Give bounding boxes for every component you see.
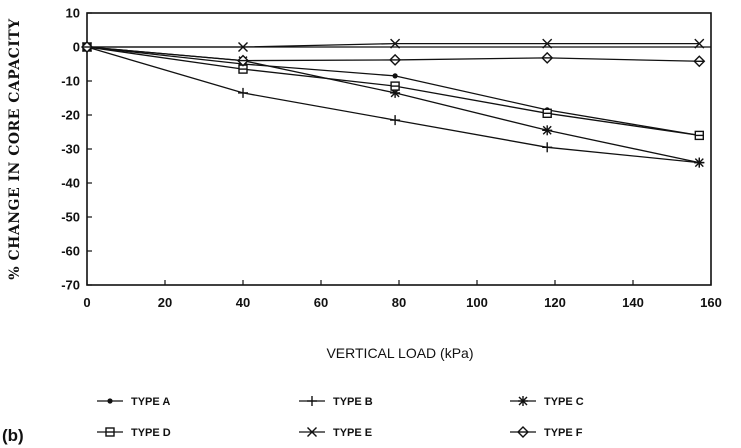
x-tick-label: 80 xyxy=(392,295,406,310)
series-line xyxy=(86,46,700,164)
legend: TYPE A TYPE B TYPE C TYPE D TYPE E TYPE F xyxy=(97,396,584,439)
data-point-star xyxy=(518,396,528,406)
series-line xyxy=(86,46,700,164)
legend-label: TYPE D xyxy=(131,427,171,439)
series-type-e xyxy=(82,38,705,52)
data-point-diamond xyxy=(541,51,554,64)
y-tick-label: 10 xyxy=(66,6,80,21)
legend-label: TYPE C xyxy=(544,396,584,408)
data-point-diamond xyxy=(237,54,249,67)
legend-item: TYPE D xyxy=(97,427,171,439)
data-point-square xyxy=(105,427,115,437)
y-tick-label: -50 xyxy=(61,210,80,225)
data-point-plus xyxy=(390,115,401,126)
y-tick-label: -70 xyxy=(61,278,80,293)
x-tick-label: 160 xyxy=(700,295,722,310)
data-point-diamond xyxy=(81,41,93,53)
y-tick-label: -60 xyxy=(61,244,80,259)
legend-label: TYPE B xyxy=(333,396,373,408)
legend-item: TYPE F xyxy=(510,426,583,439)
legend-item: TYPE B xyxy=(299,396,373,408)
x-tick-label: 60 xyxy=(314,295,328,310)
x-axis-title: VERTICAL LOAD (kPa) xyxy=(326,345,473,361)
legend-label: TYPE A xyxy=(131,396,170,408)
data-point-square xyxy=(542,108,552,119)
x-tick-label: 40 xyxy=(236,295,250,310)
y-tick-label: -30 xyxy=(61,142,80,157)
data-point-x xyxy=(694,38,705,49)
data-point-diamond xyxy=(693,55,706,68)
data-point-star xyxy=(694,157,705,168)
legend-label: TYPE F xyxy=(544,427,583,439)
y-tick-label: 0 xyxy=(73,40,80,55)
data-point-plus xyxy=(307,396,317,406)
data-point-x xyxy=(307,427,317,437)
x-tick-label: 140 xyxy=(622,295,644,310)
data-point-diamond xyxy=(517,426,529,438)
x-tick-label: 120 xyxy=(544,295,566,310)
legend-item: TYPE C xyxy=(510,396,584,408)
y-tick-label: -40 xyxy=(61,176,80,191)
data-point-diamond xyxy=(389,53,402,66)
data-point-plus xyxy=(542,142,553,153)
y-axis-title: % CHANGE IN CORE CAPACITY xyxy=(7,18,23,280)
data-point-x xyxy=(542,38,553,49)
x-tick-label: 100 xyxy=(466,295,488,310)
plot-frame xyxy=(86,12,712,286)
x-axis: 0 20 40 60 80 100 120 140 160 xyxy=(83,280,722,310)
y-tick-label: -10 xyxy=(61,74,80,89)
data-point-star xyxy=(542,125,553,136)
legend-item: TYPE A xyxy=(97,396,170,408)
data-point-square xyxy=(694,130,704,141)
panel-label: (b) xyxy=(2,426,24,445)
data-point-square xyxy=(390,81,400,91)
data-point-dot xyxy=(392,73,398,79)
data-point-x xyxy=(238,42,248,52)
x-tick-label: 20 xyxy=(158,295,172,310)
series-type-f xyxy=(81,41,706,68)
data-point-plus xyxy=(238,87,248,98)
data-point-dot xyxy=(107,398,113,404)
y-axis: 10 0 -10 -20 -30 -40 -50 -60 -70 xyxy=(61,6,92,293)
data-point-x xyxy=(390,38,401,49)
legend-item: TYPE E xyxy=(299,427,372,439)
series-layer xyxy=(81,38,706,168)
legend-label: TYPE E xyxy=(333,427,372,439)
x-tick-label: 0 xyxy=(83,295,90,310)
y-tick-label: -20 xyxy=(61,108,80,123)
